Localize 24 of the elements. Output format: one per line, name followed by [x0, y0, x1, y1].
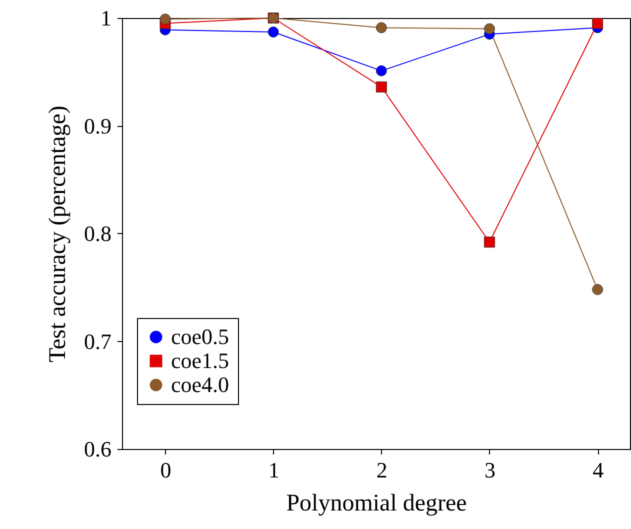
y-tick-label: 0.6: [84, 436, 112, 462]
point: [160, 14, 171, 25]
x-axis-title: Polynomial degree: [286, 490, 467, 516]
x-tick-label: 0: [160, 458, 172, 482]
x-tick-label: 3: [484, 458, 496, 482]
x-tick-label: 2: [376, 458, 388, 482]
point: [376, 81, 387, 92]
x-tick-label: 4: [592, 458, 604, 482]
legend-label: coe0.5: [171, 324, 230, 349]
point: [592, 284, 604, 296]
point: [592, 18, 604, 29]
y-tick-label: 0.7: [84, 328, 112, 354]
y-tick-label: 0.9: [84, 113, 112, 138]
y-tick-label: 0.8: [84, 221, 112, 246]
point: [484, 236, 495, 248]
x-tick-label: 1: [268, 458, 280, 482]
legend-label: coe4.0: [171, 372, 230, 397]
point: [376, 65, 387, 76]
legend-label: coe1.5: [171, 348, 230, 373]
point: [268, 26, 279, 38]
y-tick-label: 1: [100, 6, 112, 30]
y-axis-title: Test accuracy (percentage): [45, 106, 71, 362]
point: [376, 22, 387, 34]
point: [484, 23, 495, 34]
